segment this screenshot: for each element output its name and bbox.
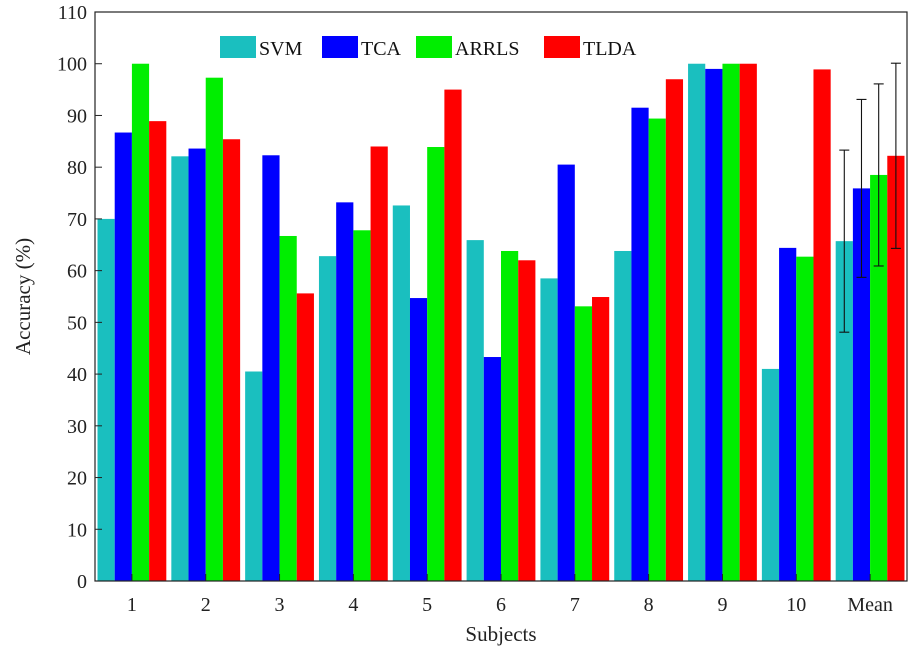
legend-label-arrls: ARRLS	[455, 38, 519, 60]
legend-swatch-svm	[220, 36, 256, 58]
x-tick-label-3: 3	[275, 594, 285, 616]
bar-tlda-8	[665, 79, 684, 581]
error-bar-svm-mean	[839, 149, 850, 333]
x-tick-label-9: 9	[717, 594, 727, 616]
x-tick-label-1: 1	[127, 594, 137, 616]
y-tick-label-50: 50	[67, 312, 87, 334]
bar-arrls-mean	[870, 174, 888, 581]
bar-tca-1	[114, 132, 132, 582]
bar-tca-7	[557, 164, 575, 581]
legend-swatch-arrls	[416, 36, 452, 58]
legend-label-tca: TCA	[361, 38, 402, 60]
bars-group	[97, 63, 905, 582]
bar-tca-mean	[852, 188, 871, 581]
bar-tlda-6	[518, 260, 536, 581]
bar-arrls-4	[353, 230, 371, 581]
bar-tca-9	[705, 68, 723, 581]
y-tick-label-0: 0	[77, 571, 87, 593]
error-bar-tca-mean	[856, 98, 867, 278]
bar-arrls-5	[427, 147, 445, 581]
y-axis: 0 10 20 30 40 50 60 70 80 90 100 110	[57, 2, 102, 593]
bar-arrls-1	[131, 63, 150, 581]
y-tick-label-90: 90	[67, 105, 87, 127]
y-tick-label-100: 100	[57, 54, 87, 76]
bar-svm-mean	[835, 241, 853, 581]
bar-arrls-7	[574, 306, 593, 581]
bar-arrls-9	[722, 63, 740, 581]
legend-label-tlda: TLDA	[583, 38, 637, 60]
bar-tca-4	[336, 202, 354, 581]
bar-tlda-2	[222, 139, 241, 581]
bar-tca-10	[779, 247, 797, 582]
bar-arrls-2	[205, 77, 223, 581]
legend-item-svm: SVM	[220, 36, 303, 60]
legend-item-arrls: ARRLS	[416, 36, 519, 60]
x-tick-label-7: 7	[570, 594, 580, 616]
bar-svm-2	[171, 156, 189, 581]
bar-tlda-1	[149, 121, 167, 582]
bar-tlda-7	[592, 297, 610, 581]
bar-svm-9	[688, 63, 706, 581]
y-tick-label-110: 110	[58, 2, 87, 24]
legend-label-svm: SVM	[259, 38, 303, 60]
x-tick-label-4: 4	[348, 594, 358, 616]
bar-svm-5	[392, 205, 410, 581]
x-tick-label-5: 5	[422, 594, 432, 616]
bar-svm-8	[614, 250, 632, 582]
bar-arrls-6	[501, 250, 519, 582]
bar-arrls-3	[279, 235, 297, 581]
legend-swatch-tlda	[544, 36, 580, 58]
x-axis: 1 2 3 4 5 6 7 8 9 10 Mean	[127, 574, 893, 616]
x-tick-label-10: 10	[786, 594, 806, 616]
bar-tca-6	[483, 357, 501, 581]
legend-swatch-tca	[322, 36, 358, 58]
error-bar-tlda-mean	[890, 62, 901, 249]
y-tick-label-40: 40	[67, 364, 87, 386]
x-tick-label-8: 8	[644, 594, 654, 616]
y-axis-title: Accuracy (%)	[11, 238, 35, 355]
y-tick-label-80: 80	[67, 157, 87, 179]
bar-svm-10	[761, 368, 780, 581]
error-bar-arrls-mean	[873, 83, 884, 267]
legend-item-tca: TCA	[322, 36, 402, 60]
bar-tlda-3	[296, 293, 314, 581]
bar-tlda-5	[444, 89, 462, 581]
bar-tlda-10	[813, 69, 831, 582]
bar-tca-5	[409, 298, 428, 581]
y-tick-label-20: 20	[67, 468, 87, 490]
y-tick-label-60: 60	[67, 261, 87, 283]
bar-svm-6	[466, 240, 484, 581]
legend-item-tlda: TLDA	[544, 36, 637, 60]
bar-arrls-10	[796, 256, 814, 581]
y-tick-label-70: 70	[67, 209, 87, 231]
bar-tlda-4	[370, 146, 388, 581]
legend: SVM TCA ARRLS TLDA	[220, 36, 637, 60]
bar-arrls-8	[648, 118, 666, 582]
bar-tlda-mean	[887, 155, 905, 581]
y-tick-label-30: 30	[67, 416, 87, 438]
bar-svm-7	[540, 278, 558, 581]
bar-svm-3	[245, 371, 263, 581]
y-tick-label-10: 10	[67, 519, 87, 541]
x-axis-title: Subjects	[465, 622, 536, 646]
error-bars-group	[839, 62, 901, 333]
bar-tca-8	[631, 107, 649, 581]
bar-tlda-9	[739, 63, 757, 581]
x-tick-label-mean: Mean	[847, 594, 893, 616]
bar-tca-2	[188, 148, 206, 581]
bar-svm-1	[97, 218, 115, 581]
bar-svm-4	[318, 256, 337, 581]
x-tick-label-6: 6	[496, 594, 506, 616]
bar-tca-3	[262, 155, 280, 581]
x-tick-label-2: 2	[201, 594, 211, 616]
